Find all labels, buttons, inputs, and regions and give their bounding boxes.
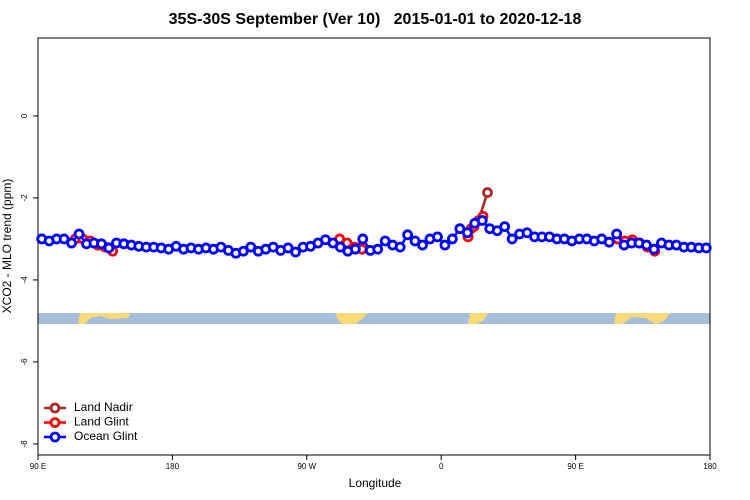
data-point	[499, 221, 511, 233]
x-tick-label: 90 E	[567, 462, 583, 471]
data-point	[476, 215, 488, 226]
land-patch	[468, 313, 488, 324]
y-tick-label: -6	[20, 358, 29, 366]
data-point	[446, 233, 458, 245]
data-point	[461, 227, 473, 239]
ocean-band	[38, 313, 710, 324]
data-point	[432, 231, 443, 243]
data-point	[349, 243, 361, 255]
land-patch	[78, 313, 130, 324]
y-tick-label: 0	[20, 113, 29, 118]
chart-title: 35S-30S September (Ver 10) 2015-01-01 to…	[169, 11, 582, 28]
land-strip	[38, 313, 710, 324]
data-point	[611, 228, 623, 240]
legend-marker	[49, 402, 61, 414]
data-point	[603, 236, 615, 248]
legend-label: Land Nadir	[74, 400, 133, 414]
x-tick-label: 0	[439, 462, 444, 471]
data-point	[394, 241, 406, 253]
land-patch	[614, 313, 670, 324]
legend-marker	[49, 417, 61, 428]
x-axis-label: Longitude	[349, 476, 402, 490]
data-point	[290, 246, 302, 258]
data-point	[103, 242, 115, 254]
data-point	[648, 243, 660, 255]
data-point	[357, 233, 369, 245]
data-point	[482, 187, 493, 198]
legend-label: Ocean Glint	[74, 429, 138, 443]
data-point	[66, 237, 77, 249]
legend-label: Land Glint	[74, 415, 129, 429]
legend-marker	[49, 431, 61, 443]
x-tick-label: 90 E	[30, 462, 46, 471]
data-point	[417, 239, 428, 251]
x-tick-label: 180	[703, 462, 717, 471]
x-tick-label: 90 W	[297, 462, 316, 471]
data-point	[372, 243, 384, 255]
data-point	[73, 228, 85, 240]
data-point	[402, 229, 414, 241]
y-axis-label: XCO2 - MLO trend (ppm)	[0, 179, 14, 314]
data-point	[439, 239, 451, 251]
y-tick-label: -8	[20, 440, 29, 448]
x-tick-label: 180	[166, 462, 180, 471]
data-point	[506, 233, 518, 245]
land-patch	[335, 313, 368, 324]
y-tick-label: -4	[20, 276, 29, 284]
data-point	[700, 242, 712, 254]
y-tick-label: -2	[20, 194, 29, 202]
